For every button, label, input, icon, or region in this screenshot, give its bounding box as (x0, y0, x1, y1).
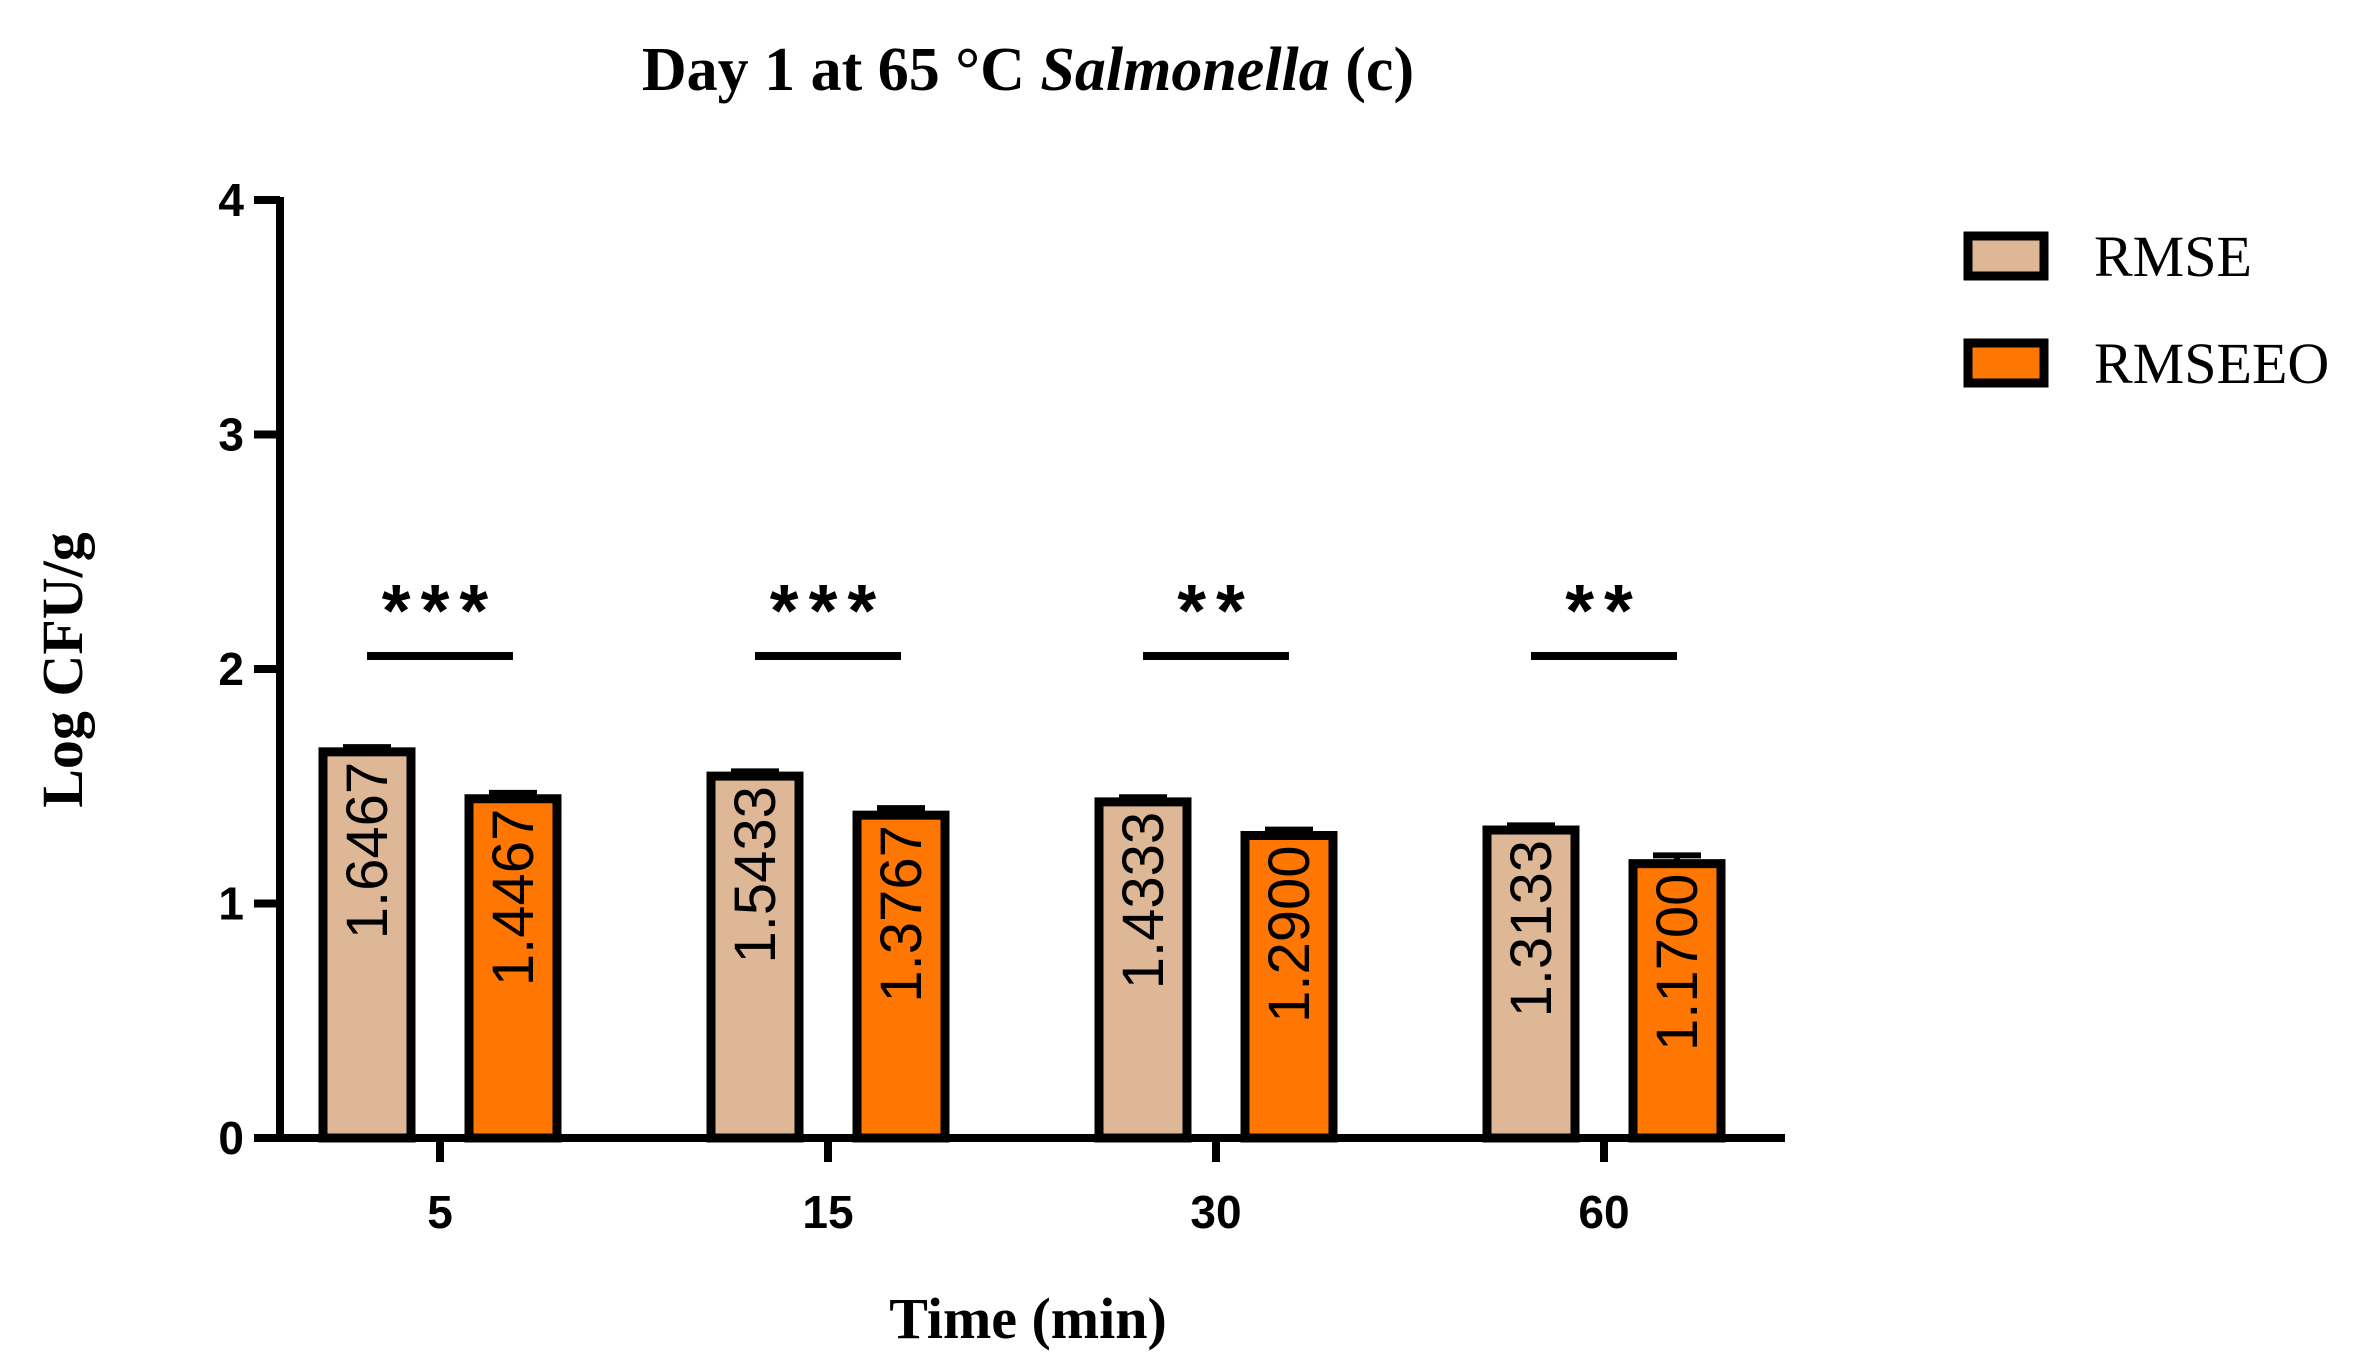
legend-swatch-rmse (1963, 231, 2049, 281)
y-axis-label: Log CFU/g (30, 532, 95, 808)
x-tick-label: 60 (1578, 1186, 1629, 1238)
legend: RMSE RMSEEO (1963, 224, 2329, 396)
chart-title-organism: Salmonella (1040, 36, 1329, 104)
y-tick-label: 1 (218, 878, 244, 930)
bar-rmseeo (1628, 859, 1726, 1143)
legend-label-rmseeo: RMSEEO (2094, 331, 2329, 396)
bar-value-label: 1.3767 (869, 825, 934, 1002)
significance-stars: *** (770, 569, 886, 652)
bar-value-label: 1.4467 (481, 809, 546, 986)
chart-title-part-3: (c) (1330, 36, 1414, 104)
bar-value-label: 1.5433 (723, 786, 788, 963)
bar-rmseeo (852, 810, 950, 1143)
legend-label-rmse: RMSE (2094, 224, 2252, 289)
bar-rmseeo (464, 794, 562, 1143)
x-axis-label: Time (min) (889, 1286, 1167, 1351)
legend-swatch-rmseeo (1963, 338, 2049, 388)
chart-title: Day 1 at 65 °C Salmonella (c) (642, 36, 1414, 104)
x-tick-label: 30 (1190, 1186, 1241, 1238)
bar-rmse (318, 747, 416, 1143)
bar-value-label: 1.4333 (1111, 812, 1176, 989)
significance-stars: ** (1565, 569, 1643, 652)
x-tick-label: 15 (802, 1186, 853, 1238)
bar-value-label: 1.1700 (1645, 874, 1710, 1051)
plot-area: 0 1 2 3 4 5 1.6467 1.4467 *** 15 1.5433 1.3767 *** 30… (218, 174, 1785, 1238)
bar-rmse (706, 771, 804, 1143)
bar-rmseeo (1240, 830, 1338, 1143)
bar-value-label: 1.6467 (335, 762, 400, 939)
bar-rmse (1094, 797, 1192, 1143)
bar-value-label: 1.3133 (1499, 840, 1564, 1017)
y-tick-label: 3 (218, 409, 244, 461)
bar-value-label: 1.2900 (1257, 845, 1322, 1022)
y-tick-label: 0 (218, 1112, 244, 1164)
x-tick-label: 5 (427, 1186, 453, 1238)
bar-rmse (1482, 825, 1580, 1143)
y-tick-label: 4 (218, 174, 244, 226)
significance-stars: *** (382, 569, 498, 652)
significance-stars: ** (1177, 569, 1255, 652)
chart-title-part-1: Day 1 at 65 °C (642, 36, 1041, 104)
y-tick-label: 2 (218, 643, 244, 695)
